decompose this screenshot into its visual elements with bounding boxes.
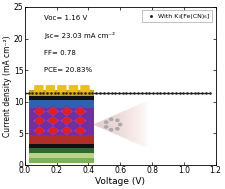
Text: FF= 0.78: FF= 0.78	[44, 50, 76, 56]
With K₃[Fe(CN)₆]	[166, 92, 169, 94]
With K₃[Fe(CN)₆]	[99, 92, 102, 94]
With K₃[Fe(CN)₆]	[110, 92, 113, 94]
With K₃[Fe(CN)₆]	[65, 92, 68, 94]
With K₃[Fe(CN)₆]	[201, 92, 203, 94]
With K₃[Fe(CN)₆]	[42, 92, 45, 94]
With K₃[Fe(CN)₆]	[87, 92, 90, 94]
With K₃[Fe(CN)₆]	[50, 92, 52, 94]
With K₃[Fe(CN)₆]	[84, 92, 86, 94]
With K₃[Fe(CN)₆]	[155, 92, 158, 94]
Legend: With K₃[Fe(CN)₆]: With K₃[Fe(CN)₆]	[142, 10, 212, 22]
With K₃[Fe(CN)₆]	[189, 92, 192, 94]
With K₃[Fe(CN)₆]	[118, 92, 120, 94]
With K₃[Fe(CN)₆]	[61, 92, 64, 94]
With K₃[Fe(CN)₆]	[114, 92, 117, 94]
With K₃[Fe(CN)₆]	[80, 92, 83, 94]
With K₃[Fe(CN)₆]	[106, 92, 109, 94]
Y-axis label: Current density (mA cm⁻²): Current density (mA cm⁻²)	[3, 35, 12, 137]
With K₃[Fe(CN)₆]	[141, 92, 143, 94]
With K₃[Fe(CN)₆]	[204, 92, 207, 94]
With K₃[Fe(CN)₆]	[57, 92, 60, 94]
With K₃[Fe(CN)₆]	[103, 92, 106, 94]
With K₃[Fe(CN)₆]	[178, 92, 181, 94]
With K₃[Fe(CN)₆]	[95, 92, 97, 94]
With K₃[Fe(CN)₆]	[31, 92, 34, 94]
With K₃[Fe(CN)₆]	[170, 92, 173, 94]
With K₃[Fe(CN)₆]	[186, 92, 189, 94]
With K₃[Fe(CN)₆]	[125, 92, 128, 94]
With K₃[Fe(CN)₆]	[69, 92, 71, 94]
With K₃[Fe(CN)₆]	[144, 92, 147, 94]
With K₃[Fe(CN)₆]	[193, 92, 196, 94]
With K₃[Fe(CN)₆]	[137, 92, 139, 94]
X-axis label: Voltage (V): Voltage (V)	[95, 177, 145, 186]
With K₃[Fe(CN)₆]	[133, 92, 135, 94]
With K₃[Fe(CN)₆]	[27, 92, 30, 94]
With K₃[Fe(CN)₆]	[159, 92, 162, 94]
With K₃[Fe(CN)₆]	[35, 92, 37, 94]
With K₃[Fe(CN)₆]	[182, 92, 185, 94]
With K₃[Fe(CN)₆]	[197, 92, 200, 94]
With K₃[Fe(CN)₆]	[121, 92, 124, 94]
With K₃[Fe(CN)₆]	[209, 92, 211, 94]
Line: With K₃[Fe(CN)₆]: With K₃[Fe(CN)₆]	[24, 91, 211, 94]
With K₃[Fe(CN)₆]	[163, 92, 166, 94]
With K₃[Fe(CN)₆]	[72, 92, 75, 94]
With K₃[Fe(CN)₆]	[129, 92, 131, 94]
With K₃[Fe(CN)₆]	[76, 92, 79, 94]
With K₃[Fe(CN)₆]	[38, 92, 41, 94]
With K₃[Fe(CN)₆]	[53, 92, 56, 94]
Text: Voc= 1.16 V: Voc= 1.16 V	[44, 15, 87, 21]
With K₃[Fe(CN)₆]	[175, 92, 177, 94]
With K₃[Fe(CN)₆]	[91, 92, 94, 94]
Text: Jsc= 23.03 mA cm⁻²: Jsc= 23.03 mA cm⁻²	[44, 32, 115, 39]
Text: PCE= 20.83%: PCE= 20.83%	[44, 67, 92, 73]
With K₃[Fe(CN)₆]	[24, 92, 26, 94]
With K₃[Fe(CN)₆]	[148, 92, 151, 94]
With K₃[Fe(CN)₆]	[152, 92, 154, 94]
With K₃[Fe(CN)₆]	[46, 92, 49, 94]
